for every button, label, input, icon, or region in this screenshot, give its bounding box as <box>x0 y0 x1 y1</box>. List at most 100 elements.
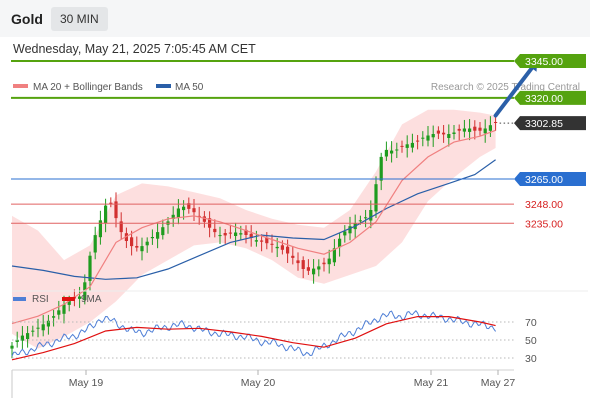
candle-body <box>317 266 321 270</box>
time-tick-label: May 27 <box>481 377 516 389</box>
candle-body <box>306 267 310 271</box>
candle-body <box>26 333 30 339</box>
time-tick-label: May 19 <box>69 377 104 389</box>
candle-body <box>286 246 290 254</box>
ma50-legend-label: MA 50 <box>175 82 204 93</box>
main-legend: MA 20 + Bollinger Bands MA 50 Research ©… <box>13 82 580 93</box>
candle-body <box>176 208 180 218</box>
rsi-tick-label: 70 <box>525 317 537 329</box>
candle <box>78 286 82 308</box>
candle <box>20 326 24 350</box>
candle <box>218 226 222 244</box>
candle <box>400 140 404 153</box>
candle-body <box>182 206 186 211</box>
candle-body <box>52 316 56 318</box>
symbol-title: Gold <box>11 11 43 27</box>
candle-body <box>171 214 175 219</box>
candle-body <box>468 128 472 132</box>
candle <box>296 252 300 271</box>
candle-body <box>62 304 66 314</box>
candle <box>57 300 61 320</box>
ma20-legend-label: MA 20 + Bollinger Bands <box>33 82 143 93</box>
candle <box>374 176 378 218</box>
candle-body <box>374 184 378 212</box>
resistance-tag-0: 3345.00 <box>514 54 586 68</box>
candle-body <box>291 255 295 258</box>
timeframe-badge[interactable]: 30 MIN <box>51 7 108 31</box>
last_price-tag-bg <box>514 116 586 131</box>
candle-body <box>338 238 342 248</box>
bollinger-band-fill <box>12 109 496 349</box>
candle-body <box>20 335 24 341</box>
candle-body <box>400 145 404 147</box>
candle <box>478 122 482 136</box>
rsi-legend-label: RSI <box>32 294 49 305</box>
candle <box>145 237 149 253</box>
candle-body <box>457 128 461 131</box>
last_price-tag-label: 3302.85 <box>525 118 563 130</box>
candle-body <box>384 149 388 157</box>
candle-body <box>140 246 144 252</box>
candle-body <box>426 135 430 141</box>
candle <box>364 209 368 228</box>
candle-body <box>36 327 40 329</box>
candle-body <box>31 330 35 332</box>
candle <box>26 326 30 348</box>
candle-body <box>202 216 206 222</box>
candle-body <box>98 220 102 238</box>
candle <box>457 124 461 141</box>
support-level-label-4: 3248.00 <box>525 199 563 211</box>
candle-body <box>57 310 61 315</box>
candle <box>249 225 253 247</box>
candle <box>140 237 144 261</box>
candle-body <box>249 233 253 238</box>
candle <box>488 116 492 138</box>
rsi-legend-swatch <box>13 297 26 301</box>
resistance-tag-label: 3345.00 <box>525 56 563 68</box>
candle-body <box>301 260 305 269</box>
candle <box>223 229 227 244</box>
candle <box>88 251 92 291</box>
candle-body <box>395 149 399 151</box>
candle-body <box>275 246 279 249</box>
candle <box>130 230 134 256</box>
candle <box>421 131 425 147</box>
candle-body <box>452 132 456 134</box>
candle <box>109 197 113 208</box>
candle <box>150 229 154 245</box>
candle <box>447 124 451 147</box>
candle <box>176 199 180 225</box>
candle <box>135 236 139 252</box>
candle <box>405 135 409 158</box>
main-plot <box>10 109 498 359</box>
price-levels: 3345.00 3320.00 3302.85 3265.00 3248.00 3235.… <box>11 54 586 230</box>
candle-body <box>228 232 232 234</box>
candle <box>473 120 477 140</box>
candle <box>327 249 331 274</box>
candle <box>416 135 420 150</box>
candle-body <box>114 201 118 219</box>
candle <box>379 152 383 191</box>
candle <box>494 116 498 131</box>
candle <box>114 192 118 228</box>
candle-body <box>421 137 425 139</box>
candle <box>343 225 347 243</box>
resistance-tag-1: 3320.00 <box>514 90 586 105</box>
candle <box>306 259 310 276</box>
candle <box>462 119 466 138</box>
candle-body <box>488 125 492 131</box>
candle <box>384 141 388 161</box>
rsi-ma-legend-label: 9MA <box>81 294 102 305</box>
candle-body <box>260 240 264 242</box>
candle-body <box>494 122 498 123</box>
ma50-legend-swatch <box>156 84 171 88</box>
candle-body <box>187 203 191 209</box>
candle-body <box>104 205 108 223</box>
candle <box>254 230 258 247</box>
candle <box>52 309 56 327</box>
candle-body <box>244 229 248 235</box>
candle-body <box>270 243 274 245</box>
rsi-ma-line <box>11 316 496 361</box>
candle <box>317 259 321 277</box>
